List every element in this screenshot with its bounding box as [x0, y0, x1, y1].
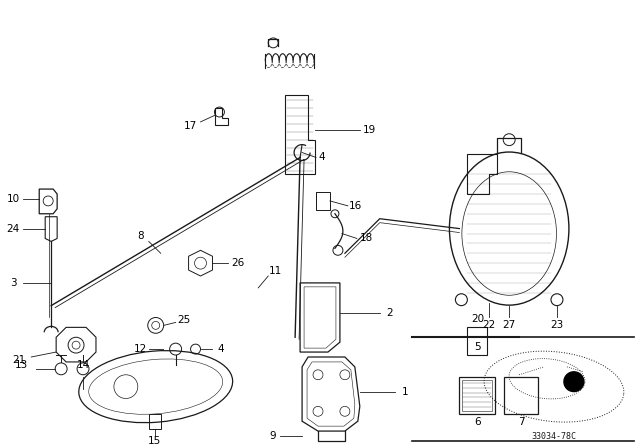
Text: 4: 4 [217, 344, 224, 354]
Text: 1: 1 [401, 387, 408, 396]
Text: 19: 19 [363, 125, 376, 135]
Bar [504, 377, 538, 414]
Text: 11: 11 [269, 266, 282, 276]
Text: 18: 18 [360, 233, 373, 243]
Text: 23: 23 [550, 320, 564, 330]
Text: 33034-78C: 33034-78C [531, 431, 577, 440]
Text: 2: 2 [387, 307, 393, 318]
Text: 3: 3 [10, 278, 17, 288]
Text: 26: 26 [232, 258, 245, 268]
Text: 5: 5 [474, 342, 481, 352]
Text: 24: 24 [6, 224, 20, 233]
Text: 7: 7 [518, 417, 524, 427]
Text: 16: 16 [349, 201, 362, 211]
Text: 25: 25 [177, 315, 190, 325]
Text: 6: 6 [474, 417, 481, 427]
Bar [460, 377, 495, 414]
Text: 9: 9 [269, 431, 276, 441]
Text: 21: 21 [13, 355, 26, 365]
Text: 13: 13 [15, 360, 28, 370]
Text: 4: 4 [319, 152, 325, 163]
Text: 17: 17 [184, 121, 197, 131]
Text: 12: 12 [134, 344, 147, 354]
Text: 20: 20 [471, 314, 484, 324]
Bar [316, 192, 330, 210]
Bar [467, 327, 487, 355]
Bar [148, 414, 161, 429]
Text: 22: 22 [483, 320, 496, 330]
Text: 15: 15 [148, 436, 161, 446]
Text: 8: 8 [138, 232, 144, 241]
Circle shape [564, 372, 584, 392]
Text: 10: 10 [7, 194, 20, 204]
Text: 14: 14 [76, 360, 90, 370]
Bar [462, 380, 492, 411]
Text: 27: 27 [502, 320, 516, 330]
